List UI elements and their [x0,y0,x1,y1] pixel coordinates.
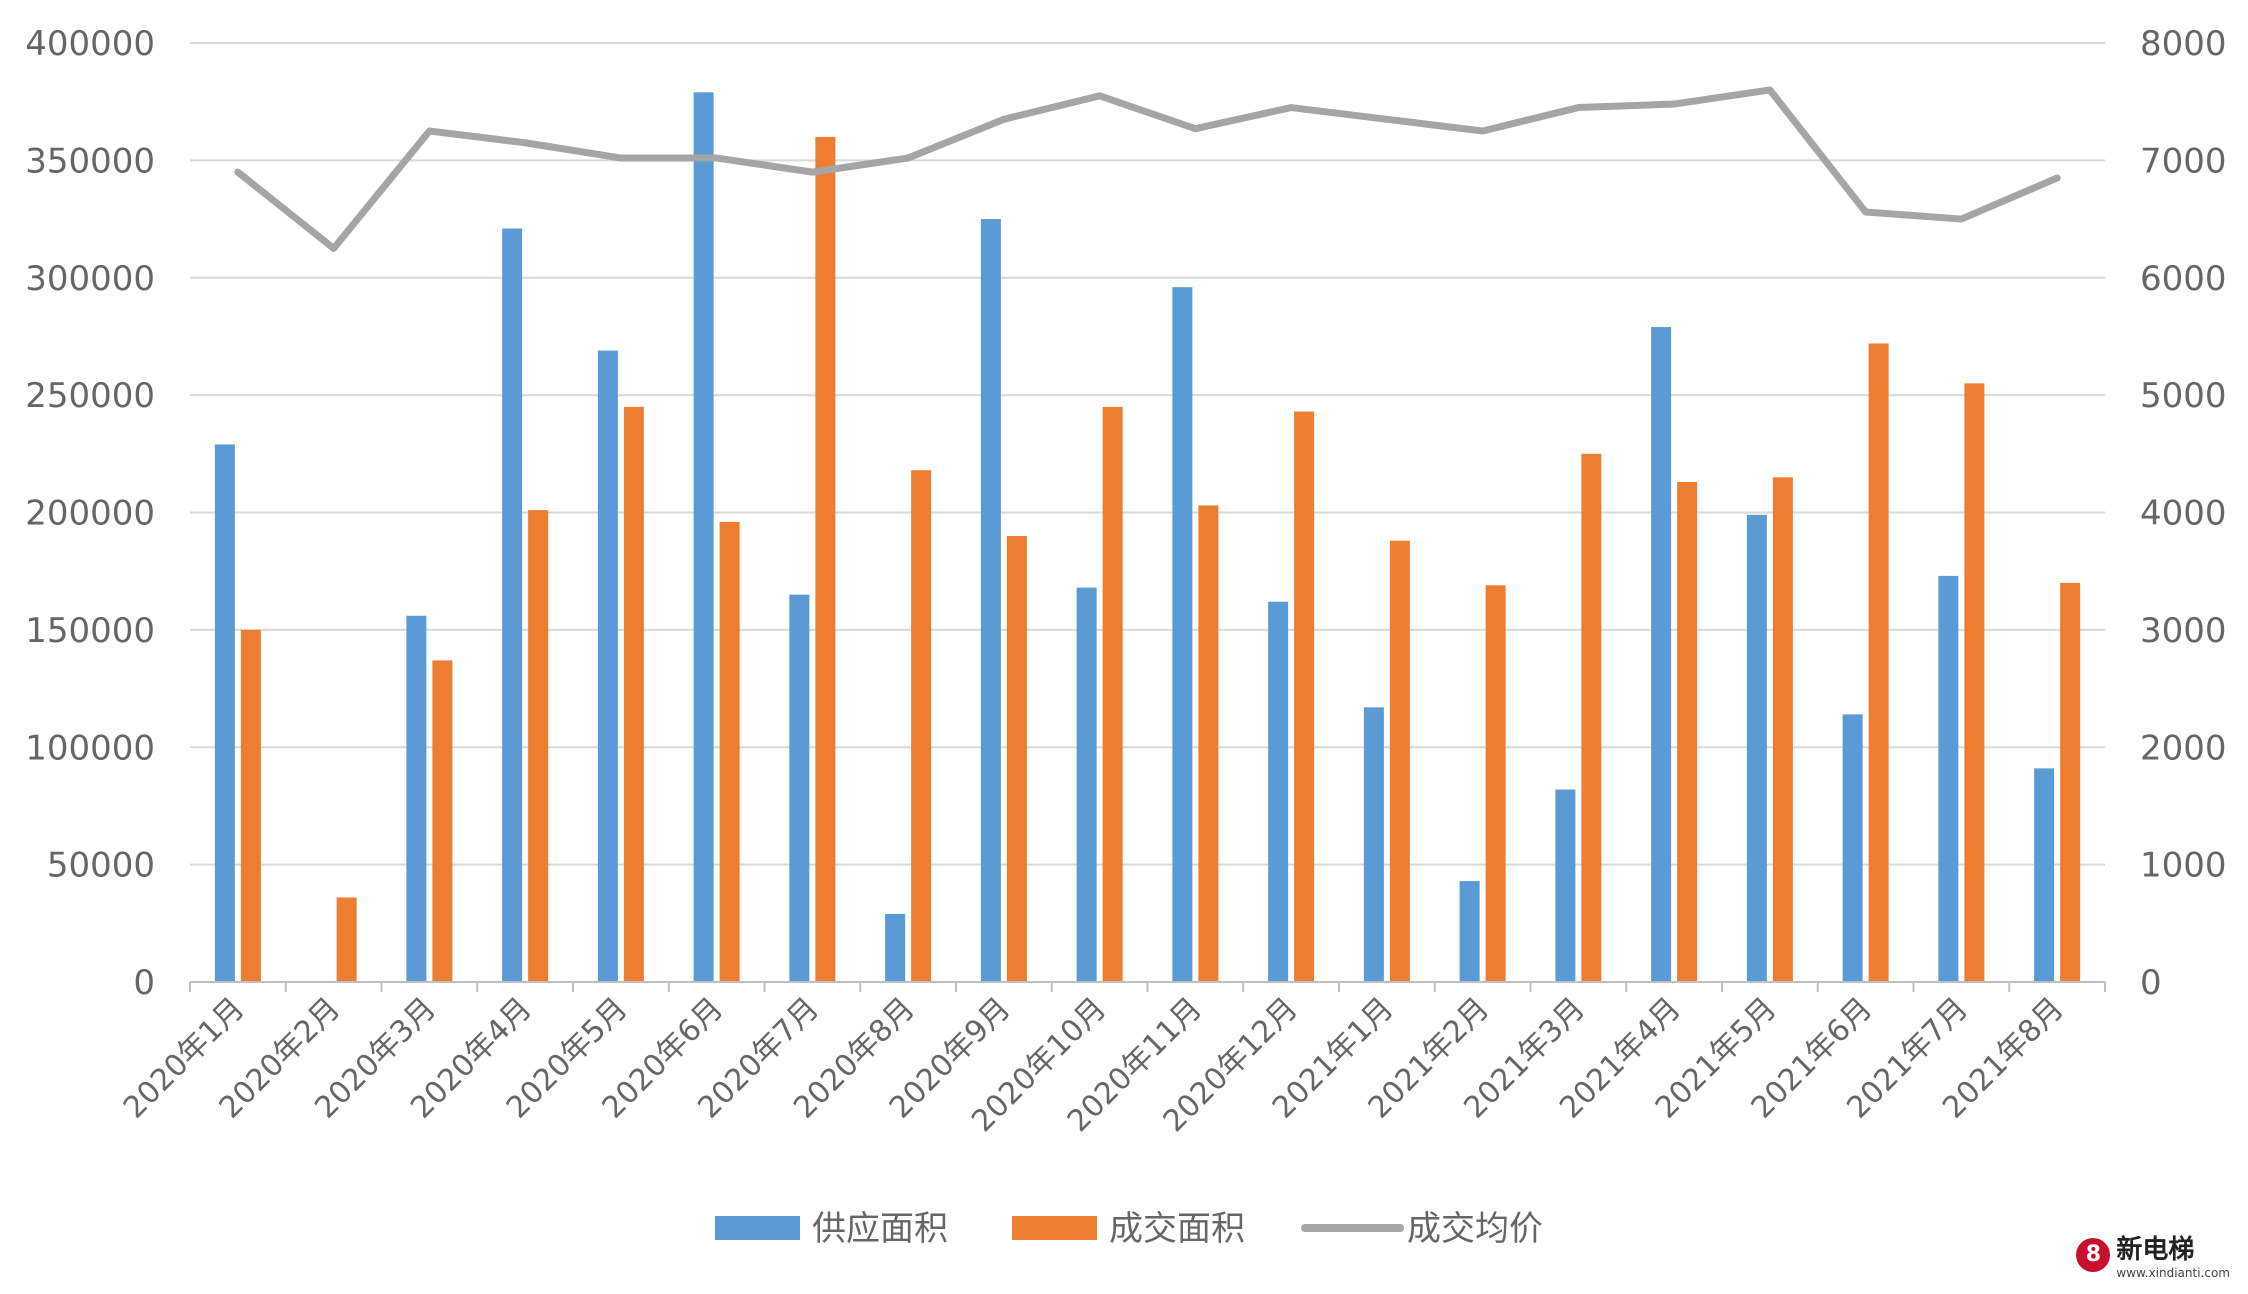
bar-supply [1076,587,1097,982]
legend-swatch-0 [715,1216,800,1240]
y-right-tick-label: 5000 [2140,376,2227,416]
bar-deal [1868,343,1889,983]
bar-deal [623,406,644,982]
bar-supply [1363,707,1384,982]
bar-deal [1581,453,1602,982]
bar-deal [1677,481,1698,982]
legend-label-0: 供应面积 [812,1209,948,1249]
bar-deal [911,470,932,982]
y-left-tick-label: 300000 [25,259,155,299]
bar-deal [528,510,549,982]
bar-deal [1102,406,1123,982]
watermark-text: 新电梯 www.xindianti.com [2116,1229,2230,1280]
watermark-url: www.xindianti.com [2116,1266,2230,1280]
bar-deal [1389,540,1410,982]
y-right-tick-label: 0 [2140,963,2162,1003]
bar-deal [2060,582,2081,982]
y-right-tick-label: 3000 [2140,611,2227,651]
bar-deal [1198,505,1219,982]
bar-supply [1555,789,1576,982]
bar-deal [240,629,261,982]
y-left-tick-label: 100000 [25,728,155,768]
bar-deal [432,660,453,982]
bar-supply [597,350,618,983]
bar-deal [1485,585,1506,982]
y-right-tick-label: 7000 [2140,141,2227,181]
y-left-tick-label: 250000 [25,376,155,416]
bar-supply [1842,714,1863,982]
legend-label-2: 成交均价 [1407,1209,1543,1249]
watermark-logo-icon: 8 [2076,1237,2111,1272]
bar-supply [789,594,810,982]
y-left-tick-label: 0 [133,963,155,1003]
line-avg-price [234,86,2061,252]
bar-supply [1651,327,1672,982]
bar-supply [1938,575,1959,982]
bar-deal [1772,477,1793,982]
y-right-tick-label: 6000 [2140,259,2227,299]
bar-deal [1964,383,1985,982]
bar-deal [815,136,836,982]
watermark-name: 新电梯 [2116,1235,2195,1265]
bar-supply [2034,768,2055,982]
y-left-tick-label: 350000 [25,141,155,181]
y-left-tick-label: 50000 [47,846,155,886]
bar-supply [502,228,523,982]
bar-supply [693,92,714,983]
bar-supply [980,219,1001,982]
y-left-tick-label: 200000 [25,494,155,534]
bar-supply [214,444,235,982]
bar-deal [719,521,740,982]
bar-supply [1459,881,1480,982]
bar-deal [336,897,357,982]
y-right-tick-label: 2000 [2140,728,2227,768]
y-right-tick-label: 8000 [2140,24,2227,64]
watermark: 8 新电梯 www.xindianti.com [2076,1229,2230,1280]
bar-supply [1268,601,1289,982]
legend-swatch-1 [1012,1216,1097,1240]
bar-supply [1172,287,1193,982]
y-right-tick-label: 4000 [2140,494,2227,534]
bar-supply [406,615,427,982]
bar-supply [1746,514,1767,982]
y-left-tick-label: 400000 [25,24,155,64]
y-left-tick-label: 150000 [25,611,155,651]
y-right-tick-label: 1000 [2140,846,2227,886]
bar-supply [885,913,906,982]
bar-deal [1006,535,1027,982]
bar-deal [1294,411,1315,982]
legend-label-1: 成交面积 [1109,1209,1245,1249]
